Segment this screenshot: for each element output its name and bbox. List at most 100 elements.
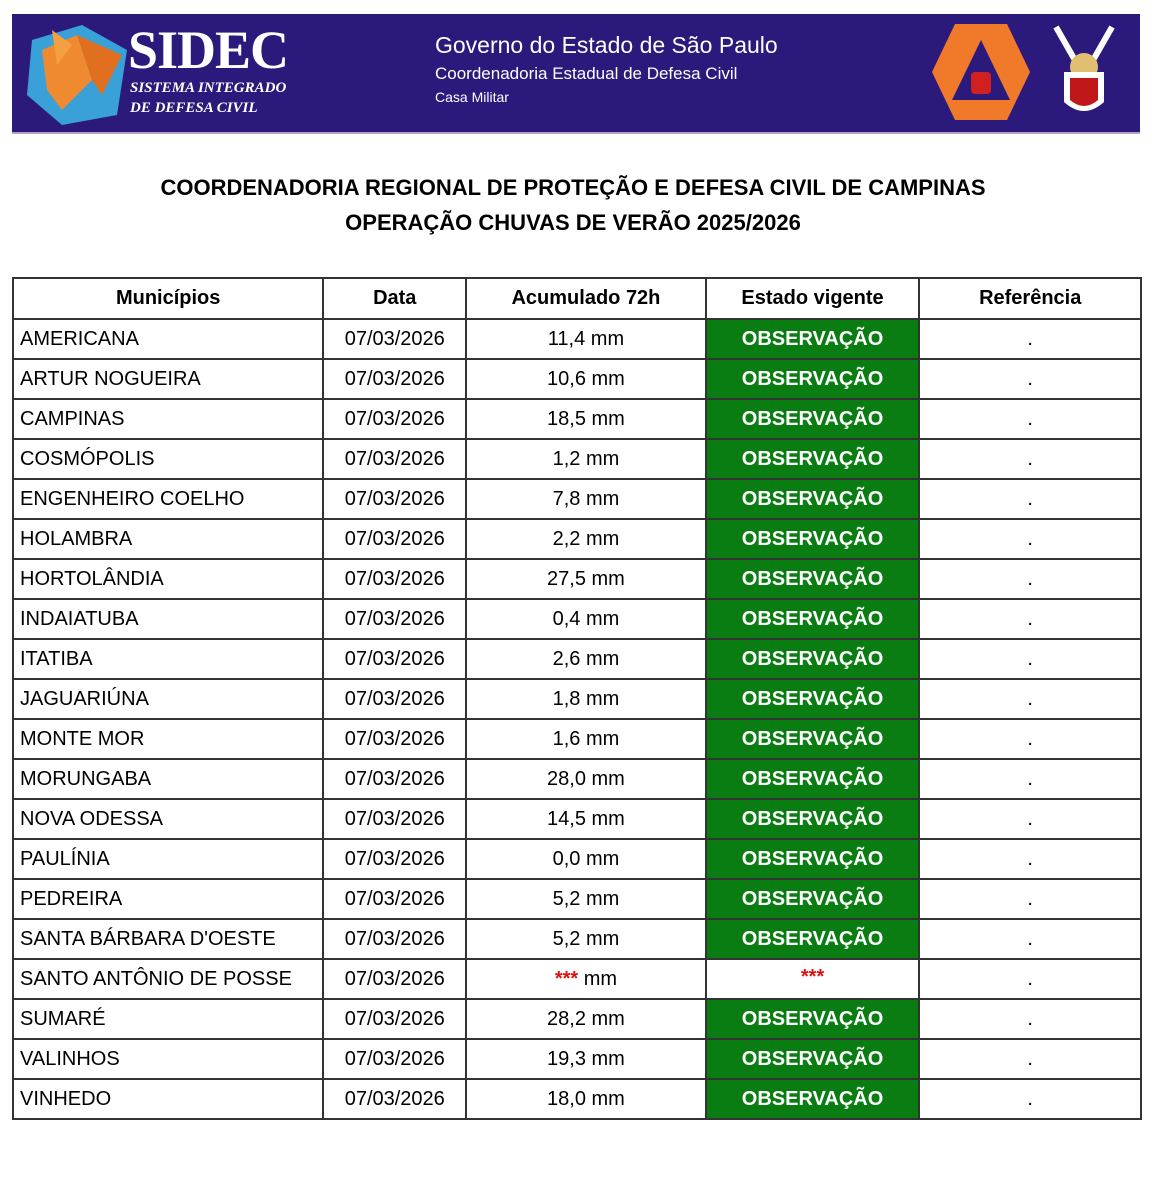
acumulado-cell: 18,5 mm: [465, 398, 707, 440]
sidec-logo-subtitle-1: SISTEMA INTEGRADO: [130, 80, 287, 96]
municipio-cell: CAMPINAS: [11, 398, 325, 440]
status-badge: OBSERVAÇÃO: [704, 398, 921, 440]
acumulado-cell: 0,0 mm: [465, 838, 707, 880]
referencia-cell: .: [918, 398, 1142, 440]
sidec-logo-icon: [27, 25, 127, 125]
acumulado-cell: 27,5 mm: [465, 558, 707, 600]
status-badge: OBSERVAÇÃO: [704, 918, 921, 960]
acumulado-cell: 19,3 mm: [465, 1038, 707, 1080]
date-cell: 07/03/2026: [322, 1038, 468, 1080]
referencia-cell: .: [918, 838, 1142, 880]
table-row: MONTE MOR 07/03/2026 1,6 mm OBSERVAÇÃO .: [11, 718, 1142, 760]
header-acumulado: Acumulado 72h: [465, 277, 707, 320]
gov-subtitle: Coordenadoria Estadual de Defesa Civil: [435, 64, 738, 83]
municipio-cell: MONTE MOR: [11, 718, 325, 760]
referencia-cell: .: [918, 638, 1142, 680]
referencia-cell: .: [918, 998, 1142, 1040]
gov-subtitle-2: Casa Militar: [435, 89, 509, 105]
table-row: COSMÓPOLIS 07/03/2026 1,2 mm OBSERVAÇÃO .: [11, 438, 1142, 480]
acumulado-cell: 10,6 mm: [465, 358, 707, 400]
referencia-cell: .: [918, 758, 1142, 800]
date-cell: 07/03/2026: [322, 518, 468, 560]
acumulado-cell: 11,4 mm: [465, 318, 707, 360]
acumulado-cell: 1,6 mm: [465, 718, 707, 760]
sidec-logo-title: SIDEC: [128, 20, 289, 80]
date-cell: 07/03/2026: [322, 1078, 468, 1120]
header-data: Data: [322, 277, 468, 320]
date-cell: 07/03/2026: [322, 318, 468, 360]
acumulado-cell: 18,0 mm: [465, 1078, 707, 1120]
table-row: JAGUARIÚNA 07/03/2026 1,8 mm OBSERVAÇÃO .: [11, 678, 1142, 720]
status-badge: OBSERVAÇÃO: [704, 438, 921, 480]
table-header-row: Municípios Data Acumulado 72h Estado vig…: [11, 277, 1142, 320]
municipio-cell: SANTA BÁRBARA D'OESTE: [11, 918, 325, 960]
referencia-cell: .: [918, 1038, 1142, 1080]
municipio-cell: JAGUARIÚNA: [11, 678, 325, 720]
header-referencia: Referência: [918, 277, 1142, 320]
missing-value: ***: [554, 967, 579, 990]
status-badge: OBSERVAÇÃO: [704, 358, 921, 400]
header-banner: SIDEC SISTEMA INTEGRADO DE DEFESA CIVIL …: [12, 14, 1140, 134]
date-cell: 07/03/2026: [322, 958, 468, 1000]
date-cell: 07/03/2026: [322, 838, 468, 880]
date-cell: 07/03/2026: [322, 718, 468, 760]
rainfall-table: Municípios Data Acumulado 72h Estado vig…: [11, 277, 1142, 1120]
municipio-cell: HORTOLÂNDIA: [11, 558, 325, 600]
municipio-cell: AMERICANA: [11, 318, 325, 360]
acumulado-cell: 7,8 mm: [465, 478, 707, 520]
status-badge: OBSERVAÇÃO: [704, 798, 921, 840]
municipio-cell: ENGENHEIRO COELHO: [11, 478, 325, 520]
referencia-cell: .: [918, 478, 1142, 520]
header-municipios: Municípios: [11, 277, 325, 320]
table-row: AMERICANA 07/03/2026 11,4 mm OBSERVAÇÃO .: [11, 318, 1142, 360]
status-badge: OBSERVAÇÃO: [704, 598, 921, 640]
municipio-cell: INDAIATUBA: [11, 598, 325, 640]
date-cell: 07/03/2026: [322, 998, 468, 1040]
date-cell: 07/03/2026: [322, 438, 468, 480]
municipio-cell: HOLAMBRA: [11, 518, 325, 560]
header-estado: Estado vigente: [704, 277, 921, 320]
acumulado-cell: 2,6 mm: [465, 638, 707, 680]
table-row: VINHEDO 07/03/2026 18,0 mm OBSERVAÇÃO .: [11, 1078, 1142, 1120]
acumulado-cell: 0,4 mm: [465, 598, 707, 640]
referencia-cell: .: [918, 918, 1142, 960]
table-row: PEDREIRA 07/03/2026 5,2 mm OBSERVAÇÃO .: [11, 878, 1142, 920]
date-cell: 07/03/2026: [322, 598, 468, 640]
acumulado-cell: 14,5 mm: [465, 798, 707, 840]
referencia-cell: .: [918, 558, 1142, 600]
municipio-cell: MORUNGABA: [11, 758, 325, 800]
referencia-cell: .: [918, 1078, 1142, 1120]
acumulado-cell: 28,2 mm: [465, 998, 707, 1040]
date-cell: 07/03/2026: [322, 918, 468, 960]
table-row: SANTO ANTÔNIO DE POSSE 07/03/2026 *** mm *…: [11, 958, 1142, 1000]
date-cell: 07/03/2026: [322, 558, 468, 600]
date-cell: 07/03/2026: [322, 798, 468, 840]
table-row: PAULÍNIA 07/03/2026 0,0 mm OBSERVAÇÃO .: [11, 838, 1142, 880]
date-cell: 07/03/2026: [322, 398, 468, 440]
table-row: MORUNGABA 07/03/2026 28,0 mm OBSERVAÇÃO .: [11, 758, 1142, 800]
referencia-cell: .: [918, 798, 1142, 840]
referencia-cell: .: [918, 438, 1142, 480]
status-badge: OBSERVAÇÃO: [704, 718, 921, 760]
referencia-cell: .: [918, 678, 1142, 720]
table-row: NOVA ODESSA 07/03/2026 14,5 mm OBSERVAÇÃO …: [11, 798, 1142, 840]
military-crest-icon: [1053, 25, 1115, 111]
referencia-cell: .: [918, 318, 1142, 360]
referencia-cell: .: [918, 878, 1142, 920]
status-badge: OBSERVAÇÃO: [704, 758, 921, 800]
gov-title: Governo do Estado de São Paulo: [435, 32, 778, 58]
acumulado-cell: 28,0 mm: [465, 758, 707, 800]
table-row: HORTOLÂNDIA 07/03/2026 27,5 mm OBSERVAÇÃO …: [11, 558, 1142, 600]
status-badge: OBSERVAÇÃO: [704, 558, 921, 600]
table-row: CAMPINAS 07/03/2026 18,5 mm OBSERVAÇÃO .: [11, 398, 1142, 440]
municipio-cell: SUMARÉ: [11, 998, 325, 1040]
municipio-cell: COSMÓPOLIS: [11, 438, 325, 480]
municipio-cell: SANTO ANTÔNIO DE POSSE: [11, 958, 325, 1000]
table-row: SUMARÉ 07/03/2026 28,2 mm OBSERVAÇÃO .: [11, 998, 1142, 1040]
table-row: ARTUR NOGUEIRA 07/03/2026 10,6 mm OBSERVAÇ…: [11, 358, 1142, 400]
status-badge: OBSERVAÇÃO: [704, 478, 921, 520]
status-badge: OBSERVAÇÃO: [704, 518, 921, 560]
civil-defense-emblem-icon: [932, 24, 1030, 120]
table-row: INDAIATUBA 07/03/2026 0,4 mm OBSERVAÇÃO .: [11, 598, 1142, 640]
status-badge: OBSERVAÇÃO: [704, 998, 921, 1040]
